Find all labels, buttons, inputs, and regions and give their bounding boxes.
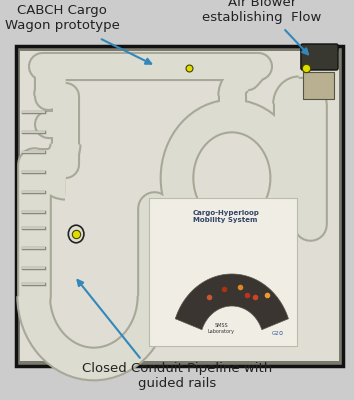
FancyBboxPatch shape	[149, 198, 297, 346]
FancyBboxPatch shape	[16, 46, 343, 366]
FancyBboxPatch shape	[301, 44, 338, 70]
Text: Closed Conduit Pipeline with
guided rails: Closed Conduit Pipeline with guided rail…	[82, 362, 272, 390]
Text: G2⊙: G2⊙	[272, 331, 284, 336]
Text: SMSS
Laboratory: SMSS Laboratory	[208, 323, 235, 334]
FancyBboxPatch shape	[20, 51, 339, 361]
FancyBboxPatch shape	[303, 72, 334, 99]
Text: Cargo-Hyperloop
Mobility System: Cargo-Hyperloop Mobility System	[193, 210, 260, 223]
Polygon shape	[175, 274, 289, 330]
Text: Air Blower
establishing  Flow: Air Blower establishing Flow	[202, 0, 322, 24]
Text: CABCH Cargo
Wagon prototype: CABCH Cargo Wagon prototype	[5, 4, 119, 32]
